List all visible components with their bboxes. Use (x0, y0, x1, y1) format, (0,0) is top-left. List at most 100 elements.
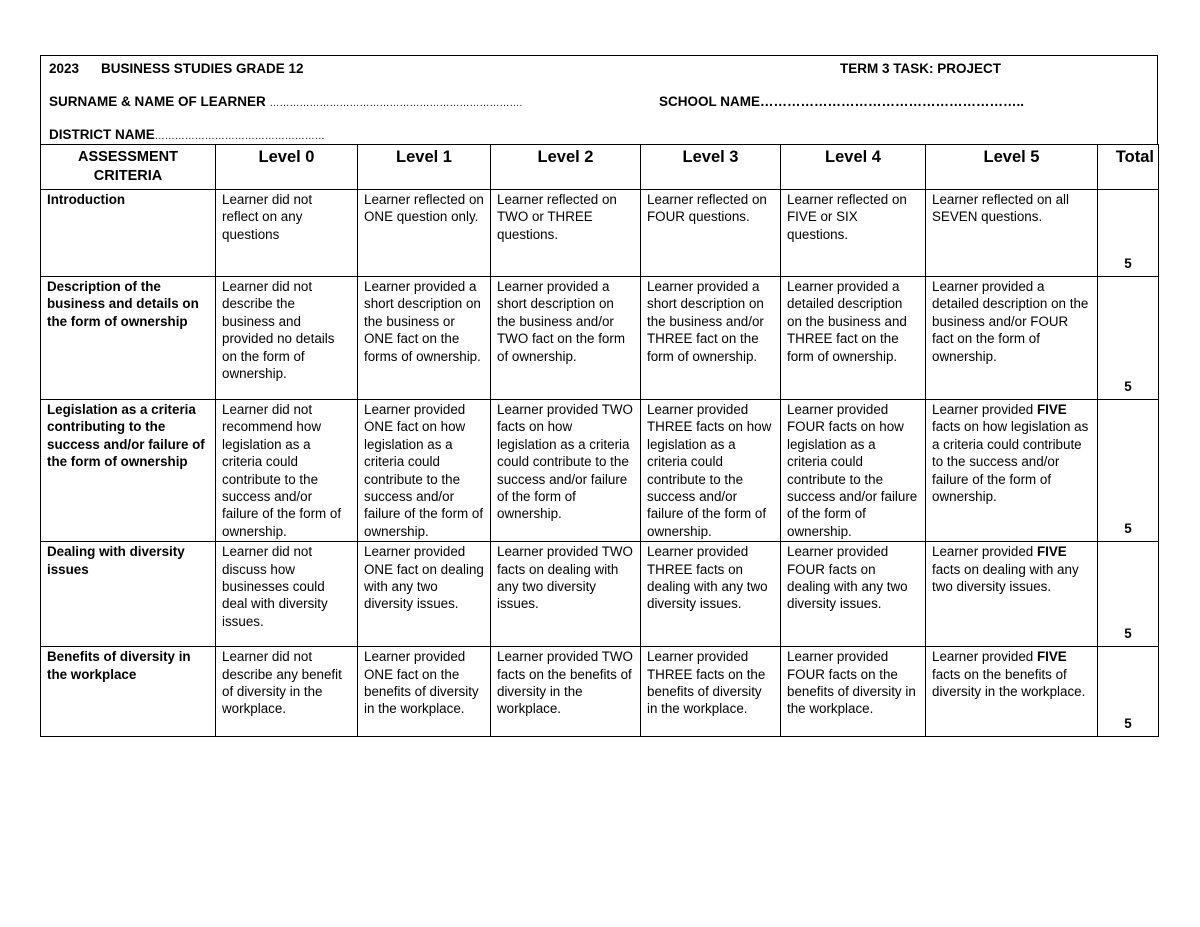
school-name-label: SCHOOL NAME (659, 94, 761, 109)
descriptor-text: Learner provided a short description on … (364, 279, 481, 364)
level-4-cell: Learner provided FOUR facts on dealing w… (780, 541, 926, 648)
descriptor-text: Learner reflected on FIVE or SIX questio… (787, 192, 907, 242)
descriptor-text: Learner did not describe any benefit of … (222, 649, 342, 717)
table-row: Benefits of diversity in the workplace Le… (40, 646, 1159, 738)
district-name-field[interactable]: DISTRICT NAME…………………………………………… (49, 127, 325, 142)
level-5-cell: Learner reflected on all SEVEN questions… (925, 189, 1098, 277)
descriptor-text: Learner reflected on TWO or THREE questi… (497, 192, 617, 242)
district-name-blank: …………………………………………… (154, 131, 325, 142)
column-header: Level 3 (640, 144, 781, 190)
descriptor-text: FIVE (1036, 544, 1067, 560)
subject-title: BUSINESS STUDIES GRADE 12 (101, 61, 304, 76)
level-4-cell: Learner provided FOUR facts on the benef… (780, 646, 926, 738)
header-row: ASSESSMENT CRITERIA Level 0 Level 1 Leve… (40, 144, 1159, 190)
descriptor-text: Learner provided THREE facts on dealing … (647, 544, 768, 612)
descriptor-text: Learner reflected on FOUR questions. (647, 192, 767, 225)
level-2-cell: Learner reflected on TWO or THREE questi… (490, 189, 641, 277)
descriptor-text: Learner reflected on all SEVEN questions… (932, 192, 1069, 225)
descriptor-text: Learner provided TWO facts on the benefi… (497, 649, 633, 717)
table-row: Dealing with diversity issues Learner did… (40, 541, 1159, 648)
total-mark: 5 (1097, 398, 1159, 543)
task-title: TERM 3 TASK: PROJECT (840, 61, 1002, 76)
level-5-cell: Learner provided FIVE facts on how legis… (925, 398, 1098, 543)
level-4-cell: Learner reflected on FIVE or SIX questio… (780, 189, 926, 277)
criteria-cell: Dealing with diversity issues (40, 541, 216, 648)
criteria-cell: Legislation as a criteria contributing t… (40, 398, 216, 543)
descriptor-text: Learner provided (932, 649, 1037, 665)
table-row: Description of the business and details … (40, 276, 1159, 400)
descriptor-text: Learner provided FOUR facts on dealing w… (787, 544, 908, 612)
column-header: Level 5 (925, 144, 1098, 190)
assessment-rubric-table: ASSESSMENT CRITERIA Level 0 Level 1 Leve… (40, 144, 1159, 738)
column-header: Total (1097, 144, 1159, 190)
descriptor-text: facts on the benefits of diversity in th… (932, 666, 1086, 700)
descriptor-text: Learner provided ONE fact on dealing wit… (364, 544, 484, 612)
column-header: Level 0 (215, 144, 358, 190)
level-0-cell: Learner did not describe the business an… (215, 276, 358, 400)
level-4-cell: Learner provided FOUR facts on how legis… (780, 398, 926, 543)
table-row: Introduction Learner did not reflect on a… (40, 189, 1159, 277)
descriptor-text: Learner did not reflect on any questions (222, 192, 313, 242)
level-3-cell: Learner provided a short description on … (640, 276, 781, 400)
district-name-label: DISTRICT NAME (49, 127, 155, 142)
level-5-cell: Learner provided FIVE facts on the benef… (925, 646, 1098, 738)
descriptor-text: Learner provided FOUR facts on the benef… (787, 649, 916, 717)
descriptor-text: Learner provided FOUR facts on how legis… (787, 402, 918, 539)
level-2-cell: Learner provided TWO facts on dealing wi… (490, 541, 641, 648)
criteria-cell: Introduction (40, 189, 216, 277)
year: 2023 (49, 61, 80, 76)
level-1-cell: Learner provided ONE fact on dealing wit… (357, 541, 491, 648)
descriptor-text: facts on dealing with any two diversity … (932, 561, 1079, 595)
level-3-cell: Learner provided THREE facts on the bene… (640, 646, 781, 738)
descriptor-text: Learner provided a detailed description … (787, 279, 907, 364)
learner-name-blank: …………………………………………………………………. (269, 98, 523, 109)
descriptor-text: Learner provided a short description on … (647, 279, 764, 364)
descriptor-text: Learner provided a short description on … (497, 279, 625, 364)
document-header: 2023 BUSINESS STUDIES GRADE 12 TERM 3 TA… (40, 55, 1158, 144)
level-2-cell: Learner provided TWO facts on the benefi… (490, 646, 641, 738)
descriptor-text: Learner provided (932, 402, 1037, 417)
descriptor-text: FIVE (1036, 649, 1067, 665)
level-2-cell: Learner provided TWO facts on how legisl… (490, 398, 641, 543)
column-header: Level 2 (490, 144, 641, 190)
descriptor-text: FIVE (1036, 402, 1067, 417)
school-name-field[interactable]: SCHOOL NAME………………………………………………….. (659, 94, 1024, 109)
level-4-cell: Learner provided a detailed description … (780, 276, 926, 400)
level-1-cell: Learner provided ONE fact on the benefit… (357, 646, 491, 738)
level-1-cell: Learner reflected on ONE question only. (357, 189, 491, 277)
level-1-cell: Learner provided a short description on … (357, 276, 491, 400)
level-0-cell: Learner did not recommend how legislatio… (215, 398, 358, 543)
level-0-cell: Learner did not reflect on any questions (215, 189, 358, 277)
level-0-cell: Learner did not discuss how businesses c… (215, 541, 358, 648)
level-3-cell: Learner reflected on FOUR questions. (640, 189, 781, 277)
column-header: ASSESSMENT CRITERIA (40, 144, 216, 190)
descriptor-text: Learner did not describe the business an… (222, 279, 335, 382)
descriptor-text: Learner did not discuss how businesses c… (222, 544, 328, 629)
descriptor-text: Learner reflected on ONE question only. (364, 192, 484, 225)
rubric-document: 2023 BUSINESS STUDIES GRADE 12 TERM 3 TA… (40, 55, 1159, 738)
learner-name-field[interactable]: SURNAME & NAME OF LEARNER ……………………………………… (49, 94, 522, 109)
criteria-cell: Description of the business and details … (40, 276, 216, 400)
table-row: Legislation as a criteria contributing t… (40, 398, 1159, 543)
learner-name-label: SURNAME & NAME OF LEARNER (49, 94, 266, 109)
total-mark: 5 (1097, 276, 1159, 400)
level-1-cell: Learner provided ONE fact on how legisla… (357, 398, 491, 543)
descriptor-text: Learner provided THREE facts on how legi… (647, 402, 772, 539)
level-3-cell: Learner provided THREE facts on dealing … (640, 541, 781, 648)
total-mark: 5 (1097, 189, 1159, 277)
level-0-cell: Learner did not describe any benefit of … (215, 646, 358, 738)
total-mark: 5 (1097, 541, 1159, 648)
descriptor-text: Learner provided (932, 544, 1037, 560)
descriptor-text: Learner provided ONE fact on how legisla… (364, 402, 484, 539)
level-2-cell: Learner provided a short description on … (490, 276, 641, 400)
descriptor-text: facts on how legislation as a criteria c… (932, 419, 1089, 505)
level-3-cell: Learner provided THREE facts on how legi… (640, 398, 781, 543)
descriptor-text: Learner provided a detailed description … (932, 279, 1089, 364)
total-mark: 5 (1097, 646, 1159, 738)
descriptor-text: Learner provided TWO facts on dealing wi… (497, 544, 633, 612)
criteria-cell: Benefits of diversity in the workplace (40, 646, 216, 738)
descriptor-text: Learner provided THREE facts on the bene… (647, 649, 766, 717)
descriptor-text: Learner provided ONE fact on the benefit… (364, 649, 479, 717)
school-name-blank: ………………………………………………….. (760, 94, 1025, 109)
column-header: Level 4 (780, 144, 926, 190)
